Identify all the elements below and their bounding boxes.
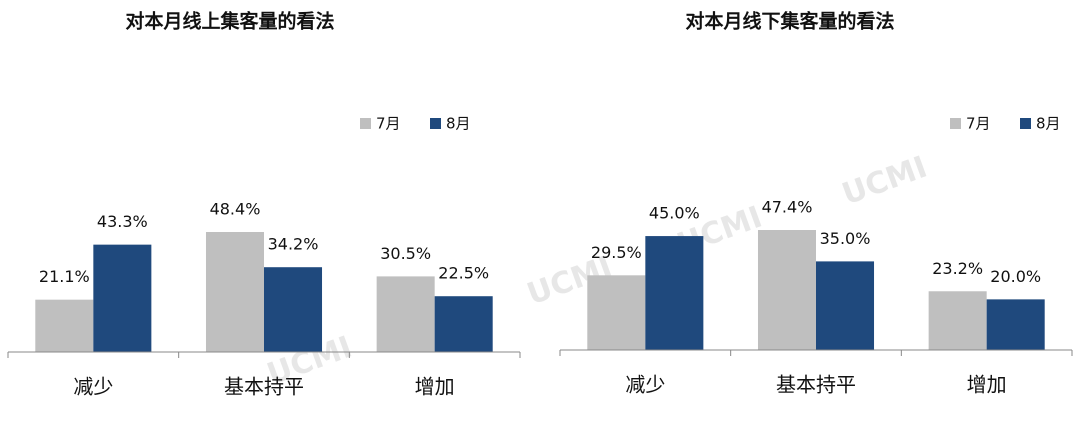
legend-label: 7月 [966, 115, 991, 133]
x-tick-label: 减少 [73, 375, 113, 399]
bar [645, 236, 704, 350]
bar [757, 230, 816, 350]
watermark: UCMI [838, 150, 932, 213]
legend-swatch [950, 118, 961, 129]
x-tick-label: 增加 [967, 373, 1007, 397]
value-label: 47.4% [762, 198, 813, 217]
value-label: 34.2% [268, 235, 319, 254]
value-label: 23.2% [932, 259, 983, 278]
bar [264, 267, 323, 352]
legend-label: 8月 [1036, 115, 1061, 133]
chart-title: 对本月线上集客量的看法 [125, 10, 334, 33]
bar [93, 244, 152, 352]
x-tick-label: 增加 [415, 375, 455, 399]
legend-label: 8月 [446, 115, 471, 133]
value-label: 22.5% [438, 264, 489, 283]
bar [587, 275, 646, 350]
chart-title: 对本月线下集客量的看法 [685, 10, 894, 33]
bar [376, 276, 435, 352]
value-label: 20.0% [990, 267, 1041, 286]
legend-swatch [360, 118, 371, 129]
bar [928, 291, 987, 350]
legend-swatch [430, 118, 441, 129]
bar [35, 299, 94, 352]
bar [205, 232, 264, 352]
value-label: 29.5% [591, 243, 642, 262]
bar [816, 261, 875, 350]
x-tick-label: 减少 [625, 373, 665, 397]
value-label: 35.0% [820, 229, 871, 248]
value-label: 43.3% [97, 212, 148, 231]
bar [986, 299, 1045, 350]
x-tick-label: 基本持平 [224, 375, 304, 399]
value-label: 48.4% [210, 200, 261, 219]
value-label: 21.1% [39, 267, 90, 286]
value-label: 30.5% [380, 244, 431, 263]
legend-label: 7月 [376, 115, 401, 133]
legend-swatch [1020, 118, 1031, 129]
x-tick-label: 基本持平 [776, 373, 856, 397]
value-label: 45.0% [649, 204, 700, 223]
bar [434, 296, 493, 352]
